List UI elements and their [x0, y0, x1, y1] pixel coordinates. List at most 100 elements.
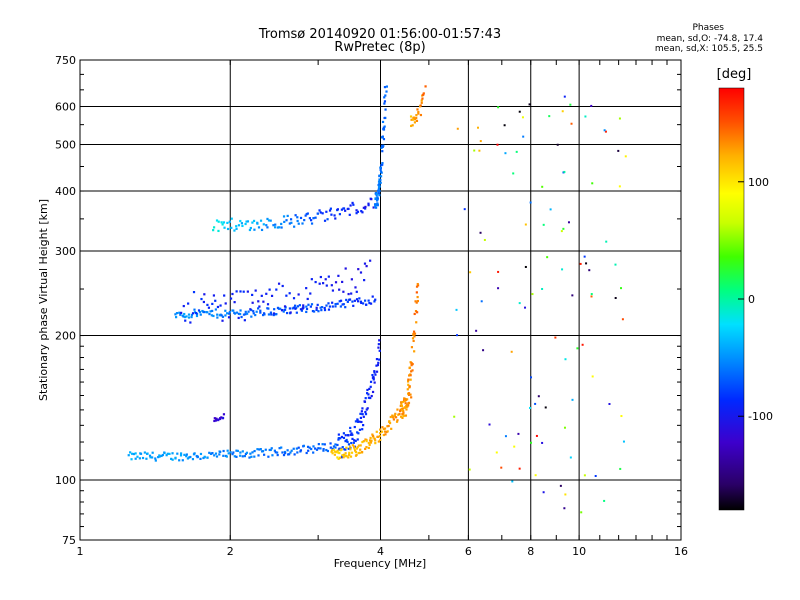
echo-point: [379, 438, 382, 441]
echo-point: [319, 275, 322, 279]
echo-point: [361, 211, 364, 214]
echo-point: [560, 230, 563, 233]
echo-point: [512, 172, 515, 175]
echo-point: [237, 224, 241, 227]
echo-point: [497, 106, 500, 109]
echo-point: [259, 309, 262, 312]
echo-point: [180, 311, 183, 314]
echo-point: [400, 404, 403, 408]
echo-point: [199, 457, 202, 461]
echo-point: [214, 299, 217, 302]
echo-point: [176, 452, 179, 455]
echo-point: [376, 363, 380, 367]
echo-point: [369, 385, 372, 388]
echo-point: [361, 413, 364, 416]
echo-point: [377, 343, 380, 346]
echo-point: [360, 210, 363, 213]
echo-point: [344, 209, 347, 212]
echo-point: [364, 397, 367, 400]
echo-point: [393, 414, 397, 417]
echo-point: [130, 458, 133, 461]
echo-point: [614, 263, 617, 266]
echo-point: [337, 457, 340, 460]
echo-point: [416, 284, 420, 287]
echo-point: [410, 370, 413, 373]
echo-point: [233, 301, 236, 304]
echo-point: [380, 430, 384, 433]
echo-point: [293, 453, 296, 456]
echo-point: [220, 416, 223, 419]
echo-point: [253, 228, 256, 231]
echo-point: [571, 294, 574, 297]
echo-point: [288, 222, 291, 225]
echo-point: [348, 213, 351, 216]
echo-point: [222, 221, 226, 224]
echo-point: [223, 294, 226, 297]
echo-point: [302, 444, 305, 447]
echo-point: [352, 445, 356, 449]
echo-point: [377, 183, 380, 187]
echo-point: [196, 455, 199, 458]
echo-point: [309, 305, 312, 308]
echo-point: [541, 185, 544, 188]
echo-point: [288, 453, 291, 456]
echo-point: [219, 304, 222, 307]
echo-point: [291, 307, 294, 310]
echo-point: [334, 446, 337, 449]
echo-point: [183, 312, 186, 316]
phase-legend-o: mean, sd,O: -74.8, 17.4: [656, 34, 763, 44]
echo-point: [569, 456, 572, 459]
echo-point: [269, 311, 273, 314]
echo-point: [244, 222, 247, 226]
echo-point: [336, 449, 339, 452]
colorbar-tick-label: 0: [748, 293, 755, 306]
echo-point: [318, 282, 321, 285]
echo-point: [210, 314, 213, 317]
echo-point: [288, 292, 291, 295]
echo-point: [134, 457, 137, 460]
echo-point: [603, 129, 606, 132]
echo-point: [239, 309, 242, 312]
echo-point: [556, 143, 559, 146]
echo-point: [382, 433, 385, 437]
echo-point: [299, 308, 303, 311]
echo-point: [384, 433, 387, 436]
echo-point: [522, 135, 525, 138]
echo-point: [362, 302, 365, 305]
echo-point: [383, 430, 387, 433]
echo-point: [503, 124, 506, 127]
echo-point: [321, 443, 324, 446]
echo-point: [549, 208, 552, 211]
echo-point: [564, 493, 567, 496]
echo-point: [342, 207, 346, 210]
echo-point: [379, 168, 382, 171]
echo-point: [206, 456, 209, 459]
echo-point: [407, 393, 411, 396]
echo-point: [361, 440, 364, 444]
echo-point: [320, 309, 323, 312]
echo-point: [305, 305, 308, 308]
echo-point: [139, 452, 143, 455]
echo-point: [605, 240, 608, 243]
echo-point: [286, 449, 289, 452]
echo-point: [371, 295, 374, 298]
echo-point: [269, 448, 272, 452]
echo-point: [456, 334, 459, 337]
echo-point: [377, 435, 380, 438]
echo-point: [504, 152, 507, 155]
echo-point: [298, 304, 301, 307]
echo-point: [345, 438, 348, 442]
echo-point: [272, 224, 275, 227]
echo-point: [378, 185, 381, 188]
echo-point: [235, 449, 238, 452]
echo-point: [339, 449, 342, 452]
echo-point: [529, 406, 532, 409]
echo-point: [368, 443, 371, 446]
echo-point: [240, 315, 243, 319]
echo-point: [411, 124, 414, 127]
echo-point: [168, 452, 171, 455]
echo-point: [260, 294, 263, 297]
echo-point: [191, 312, 195, 315]
echo-point: [329, 207, 332, 210]
